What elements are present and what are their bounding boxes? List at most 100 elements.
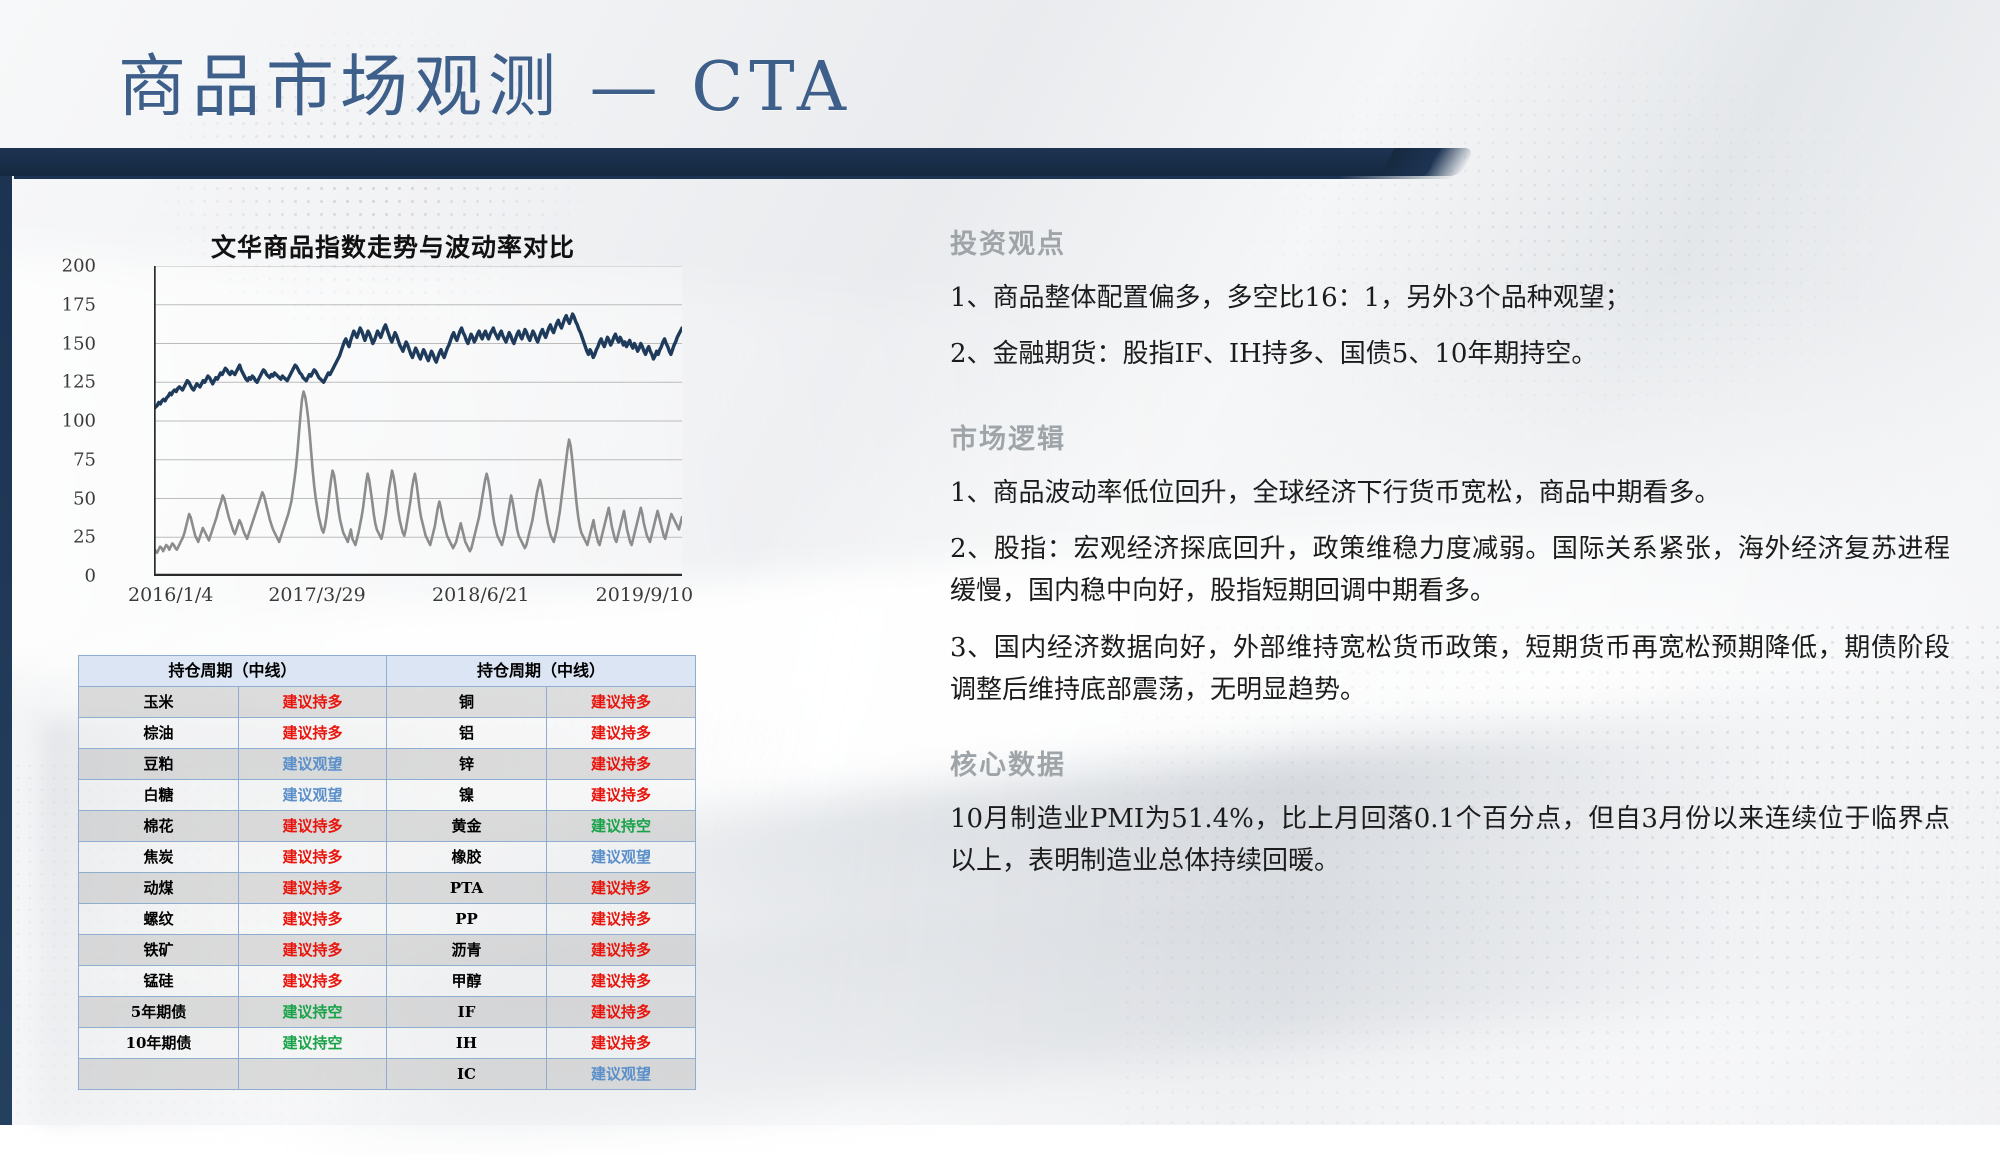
chart-plot-area — [154, 266, 682, 576]
table-cell-instrument-left: 焦炭 — [78, 841, 239, 873]
chart-x-tick-label: 2016/1/4 — [128, 584, 214, 606]
table-cell-advice-right: 建议持多 — [546, 1027, 697, 1059]
header-accent-bar — [0, 148, 1432, 176]
table-row: 铁矿 建议持多 沥青 建议持多 — [78, 934, 697, 966]
spacer-2 — [950, 725, 1950, 743]
table-cell-advice-left: 建议持多 — [237, 903, 388, 935]
table-row: 玉米 建议持多铜建议持多 — [78, 686, 697, 718]
table-cell-instrument-right: IH — [386, 1027, 548, 1059]
table-header-left: 持仓周期（中线） — [77, 655, 388, 687]
investment-view-point-2: 2、金融期货：股指IF、IH持多、国债5、10年期持空。 — [950, 339, 1598, 370]
chart-y-tick-label: 150 — [61, 333, 96, 354]
table-cell-instrument-left: 玉米 — [78, 686, 239, 718]
commodity-index-chart: 文华商品指数走势与波动率对比 0 25 50 75 100 125 150 175 200 20… — [62, 228, 708, 628]
table-cell-advice-right: 建议观望 — [546, 841, 697, 873]
table-cell-instrument-right: 甲醇 — [386, 965, 548, 997]
header-accent-bar-tip — [1380, 148, 1475, 176]
chart-y-tick-label: 100 — [61, 410, 96, 432]
table-cell-advice-right: 建议持多 — [546, 748, 697, 780]
table-row: 动煤 建议持多 PTA 建议持多 — [78, 872, 697, 904]
table-row: 5年期债 建议持空 IF 建议持多 — [78, 996, 697, 1028]
chart-y-tick-label: 200 — [61, 255, 96, 277]
table-cell-advice-right: 建议持多 — [546, 872, 697, 904]
slide-header: 商品市场观测 — CTA — [0, 0, 2000, 179]
chart-canvas — [154, 266, 682, 576]
table-row: 豆粕 建议观望锌建议持多 — [78, 748, 697, 780]
commentary-panel: 投资观点 1、商品整体配置偏多，多空比16：1，另外3个品种观望； 2、金融期货… — [950, 222, 1950, 896]
table-cell-advice-left: 建议持多 — [237, 810, 388, 842]
table-cell-advice-left: 建议持多 — [237, 841, 388, 873]
chart-title: 文华商品指数走势与波动率对比 — [210, 233, 575, 262]
table-cell-advice-left — [237, 1058, 388, 1090]
table-cell-instrument-right: IC — [386, 1058, 548, 1090]
table-cell-instrument-right: IF — [386, 996, 548, 1028]
table-header-row: 持仓周期（中线） 持仓周期（中线） — [77, 655, 697, 687]
header-divider-rule — [14, 176, 1454, 179]
table-cell-advice-right: 建议持多 — [546, 996, 697, 1028]
table-cell-advice-left: 建议持多 — [237, 872, 388, 904]
table-cell-advice-right: 建议持多 — [546, 903, 697, 935]
market-logic-point-3: 3、国内经济数据向好，外部维持宽松货币政策，短期货币再宽松预期降低，期债阶段调整… — [950, 632, 1950, 705]
table-cell-advice-right: 建议持多 — [546, 934, 697, 966]
table-cell-advice-left: 建议持多 — [237, 686, 388, 718]
chart-x-tick-label: 2017/3/29 — [268, 584, 366, 606]
section-title-core-data: 核心数据 — [950, 749, 1066, 781]
spacer-1 — [950, 389, 1950, 417]
table-cell-instrument-left — [78, 1058, 239, 1090]
chart-y-tick-label: 0 — [84, 565, 96, 587]
chart-x-tick-label: 2018/6/21 — [432, 584, 530, 606]
section-title-investment-view: 投资观点 — [950, 229, 1066, 260]
table-cell-instrument-right: 橡胶 — [386, 841, 548, 873]
market-logic-point-2: 2、股指：宏观经济探底回升，政策维稳力度减弱。国际关系紧张，海外经济复苏进程缓慢… — [950, 534, 1950, 607]
left-edge-accent — [0, 176, 12, 1125]
position-advice-table: 持仓周期（中线） 持仓周期（中线） 玉米 建议持多铜建议持多 棕油 建议持多铝建议持多… — [77, 655, 697, 1090]
table-cell-instrument-right: 铝 — [386, 717, 548, 749]
table-cell-advice-right: 建议持空 — [546, 810, 697, 842]
table-cell-advice-left: 建议持空 — [237, 1027, 388, 1059]
table-header-right: 持仓周期（中线） — [386, 655, 697, 687]
chart-y-tick-label: 125 — [61, 371, 96, 393]
table-cell-advice-left: 建议持空 — [237, 996, 388, 1028]
table-cell-advice-left: 建议持多 — [237, 717, 388, 749]
section-title-market-logic: 市场逻辑 — [950, 424, 1066, 456]
table-row: 棕油 建议持多铝建议持多 — [78, 717, 697, 749]
table-cell-instrument-right: 黄金 — [386, 810, 548, 842]
table-row: 白糖 建议观望镍建议持多 — [78, 779, 697, 811]
chart-y-tick-label: 25 — [73, 526, 96, 548]
table-cell-advice-left: 建议观望 — [237, 748, 388, 780]
table-row: 锰硅 建议持多 甲醇 建议持多 — [78, 965, 697, 997]
table-cell-instrument-left: 5年期债 — [78, 996, 239, 1028]
chart-x-tick-label: 2019/9/10 — [595, 584, 694, 606]
table-cell-advice-right: 建议持多 — [546, 686, 697, 718]
table-cell-instrument-left: 铁矿 — [78, 934, 239, 966]
table-cell-instrument-left: 螺纹 — [78, 903, 239, 935]
table-cell-instrument-right: PTA — [386, 872, 548, 904]
table-cell-advice-right: 建议观望 — [546, 1058, 697, 1090]
table-cell-instrument-left: 棉花 — [78, 810, 239, 842]
table-cell-advice-left: 建议观望 — [237, 779, 388, 811]
table-cell-instrument-left: 锰硅 — [78, 965, 239, 997]
table-cell-instrument-left: 动煤 — [78, 872, 239, 904]
table-row: 螺纹 建议持多 PP 建议持多 — [78, 903, 697, 935]
table-cell-instrument-left: 白糖 — [78, 779, 239, 811]
page-title: 商品市场观测 — CTA — [118, 48, 853, 127]
table-cell-instrument-left: 豆粕 — [78, 748, 239, 780]
table-row: 10年期债 建议持空 IH 建议持多 — [78, 1027, 697, 1059]
chart-y-tick-label: 175 — [61, 294, 96, 316]
table-cell-instrument-right: 沥青 — [386, 934, 548, 966]
table-cell-instrument-right: PP — [386, 903, 548, 935]
table-row: IC 建议观望 — [78, 1058, 697, 1090]
table-cell-instrument-right: 镍 — [386, 779, 548, 811]
table-cell-advice-left: 建议持多 — [237, 965, 388, 997]
table-cell-instrument-right: 锌 — [386, 748, 548, 780]
investment-view-point-1: 1、商品整体配置偏多，多空比16：1，另外3个品种观望； — [950, 283, 1631, 313]
table-cell-advice-right: 建议持多 — [546, 717, 697, 749]
table-cell-instrument-left: 棕油 — [78, 717, 239, 749]
table-cell-advice-right: 建议持多 — [546, 779, 697, 811]
table-cell-instrument-left: 10年期债 — [78, 1027, 239, 1059]
table-row: 焦炭 建议持多 橡胶 建议观望 — [78, 841, 697, 873]
table-cell-instrument-right: 铜 — [386, 686, 548, 718]
chart-y-tick-label: 75 — [73, 449, 96, 471]
table-cell-advice-right: 建议持多 — [546, 965, 697, 997]
core-data-point-1: 10月制造业PMI为51.4%，比上月回落0.1个百分点，但自3月份以来连续位于… — [950, 803, 1950, 876]
